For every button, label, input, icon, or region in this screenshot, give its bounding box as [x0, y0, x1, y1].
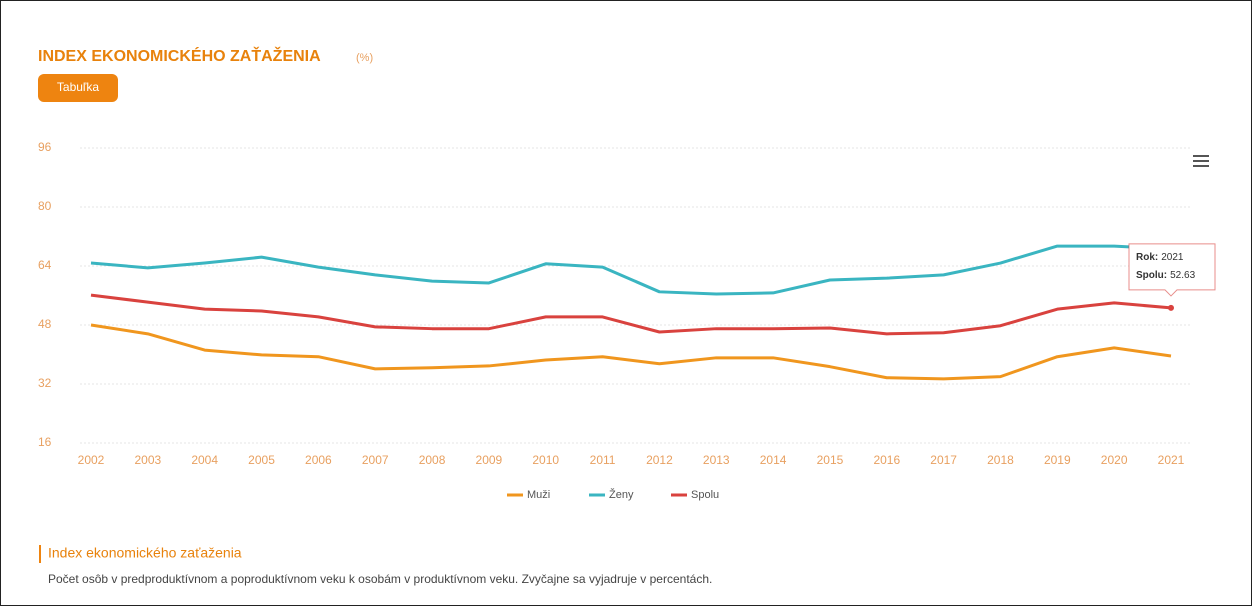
x-tick-label: 2007 — [362, 453, 389, 467]
series-line — [90, 244, 1172, 296]
y-tick-label: 16 — [38, 435, 52, 449]
button-bg[interactable] — [38, 74, 118, 102]
y-tick-label: 32 — [38, 376, 52, 390]
hover-point — [1168, 304, 1174, 311]
tooltip-year-key: Rok: — [1136, 252, 1158, 263]
x-tick-label: 2005 — [248, 453, 275, 467]
tooltip-value-key: Spolu: — [1136, 270, 1167, 281]
x-tick-label: 2012 — [646, 453, 673, 467]
series-line — [90, 323, 1172, 381]
x-tick-label: 2014 — [760, 453, 787, 467]
tooltip-value-number: 52.63 — [1170, 270, 1195, 281]
x-tick-label: 2010 — [532, 453, 559, 467]
x-tick-label: 2004 — [191, 453, 218, 467]
footer-heading: Index ekonomického zaťaženia — [48, 545, 242, 561]
x-tick-label: 2015 — [817, 453, 844, 467]
tooltip: Rok: 2021 Spolu: 52.63 — [1128, 243, 1216, 297]
y-tick-label: 96 — [38, 140, 52, 154]
footer-text: Počet osôb v predproduktívnom a poproduk… — [48, 572, 712, 586]
y-tick-label: 64 — [38, 258, 52, 272]
legend-label: Muži — [527, 489, 550, 501]
tooltip-box — [1128, 243, 1216, 297]
menu-icon[interactable] — [1193, 155, 1209, 167]
unit: (%) — [356, 52, 373, 64]
x-tick-label: 2019 — [1044, 453, 1071, 467]
x-tick-label: 2003 — [134, 453, 161, 467]
tooltip-year-value: 2021 — [1161, 252, 1184, 263]
y-tick-label: 48 — [38, 317, 52, 331]
legend-label: Spolu — [691, 489, 719, 501]
x-tick-label: 2020 — [1101, 453, 1128, 467]
x-tick-label: 2013 — [703, 453, 730, 467]
x-tick-label: 2017 — [930, 453, 957, 467]
x-tick-label: 2002 — [78, 453, 105, 467]
series-line — [90, 293, 1172, 336]
tooltip-value: Spolu: 52.63 — [1136, 270, 1196, 281]
x-tick-label: 2006 — [305, 453, 332, 467]
x-tick-label: 2018 — [987, 453, 1014, 467]
tooltip-year: Rok: 2021 — [1136, 252, 1184, 263]
table-button[interactable]: Tabuľka — [38, 74, 118, 102]
x-tick-label: 2008 — [419, 453, 446, 467]
x-tick-label: 2016 — [873, 453, 900, 467]
legend-label: Ženy — [609, 488, 634, 501]
title: INDEX EKONOMICKÉHO ZAŤAŽENIA — [38, 46, 321, 65]
x-tick-label: 2011 — [590, 453, 616, 467]
button-label[interactable]: Tabuľka — [57, 80, 100, 94]
y-tick-label: 80 — [38, 199, 52, 213]
x-tick-label: 2021 — [1158, 453, 1185, 467]
x-tick-label: 2009 — [476, 453, 503, 467]
